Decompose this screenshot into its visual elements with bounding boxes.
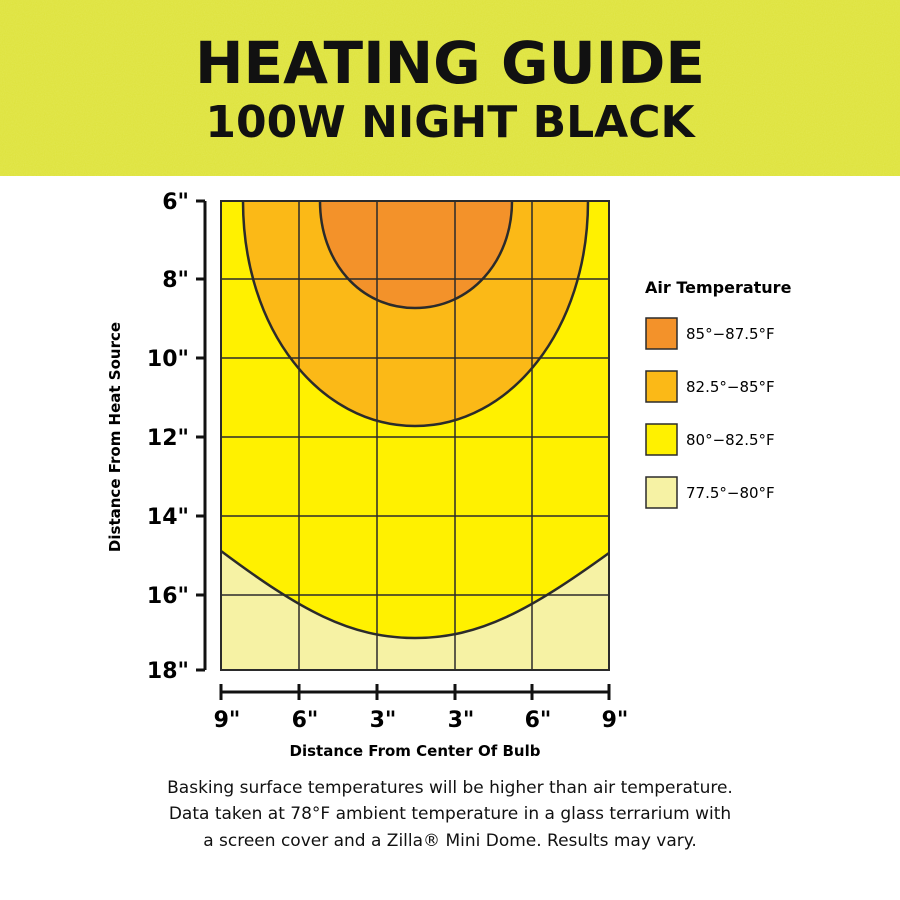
legend: 85°−87.5°F 82.5°−85°F 80°−82.5°F 77.5°−80°F [645,317,775,509]
y-axis: 6" 8" 10" 12" 14" 16" 18" [147,190,207,684]
legend-label: 82.5°−85°F [686,378,775,396]
legend-swatch [645,370,678,403]
x-tick-label: 9" [214,708,241,733]
header-texture [0,0,900,176]
plot-border [220,200,610,671]
x-tick-label: 3" [448,708,475,733]
heat-map [220,200,610,671]
contour [241,200,590,428]
legend-title: Air Temperature [645,278,792,297]
y-axis-title: Distance From Heat Source [106,322,124,552]
legend-label: 80°−82.5°F [686,431,775,449]
contour [220,549,610,640]
legend-label: 85°−87.5°F [686,325,775,343]
footnote-line: Basking surface temperatures will be hig… [167,778,733,798]
title: HEATING GUIDE [195,29,705,97]
legend-swatch [645,317,678,350]
y-tick-label: 8" [162,268,189,293]
footnote-line: Data taken at 78°F ambient temperature i… [169,804,731,824]
y-tick-label: 18" [147,659,189,684]
legend-swatch [645,476,678,509]
legend-swatch [645,423,678,456]
x-tick-label: 6" [292,708,319,733]
y-tick-label: 10" [147,347,189,372]
zone-82 [243,201,588,426]
x-axis-title: Distance From Center Of Bulb [290,742,541,760]
zone-77 [221,551,609,670]
legend-label: 77.5°−80°F [686,484,775,502]
y-tick-label: 14" [147,505,189,530]
y-tick-label: 6" [162,190,189,215]
contour [318,200,514,310]
subtitle: 100W NIGHT BLACK [205,97,696,148]
x-tick-label: 6" [525,708,552,733]
y-tick-label: 12" [147,426,189,451]
zone-85 [320,201,512,308]
x-axis: 9" 6" 3" 3" 6" 9" [214,684,629,733]
x-tick-label: 3" [370,708,397,733]
x-tick-label: 9" [602,708,629,733]
footnote-line: a screen cover and a Zilla® Mini Dome. R… [203,831,697,851]
y-tick-label: 16" [147,584,189,609]
